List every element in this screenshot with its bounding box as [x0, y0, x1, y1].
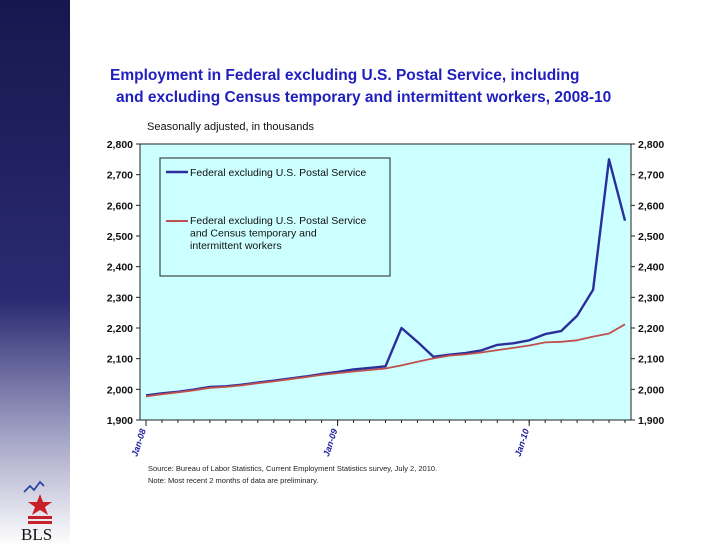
y-tick-label-right: 2,400 — [638, 262, 664, 274]
y-tick-label-left: 2,800 — [107, 139, 133, 151]
y-tick-label-right: 2,800 — [638, 139, 664, 151]
legend-label-series-2-line: and Census temporary and — [190, 228, 317, 240]
legend-box — [159, 157, 391, 277]
y-tick-label-right: 2,500 — [638, 231, 664, 243]
chart-title-line2: and excluding Census temporary and inter… — [116, 89, 612, 106]
y-tick-label-left: 2,400 — [107, 262, 133, 274]
y-tick-label-left: 2,100 — [107, 354, 133, 366]
y-tick-label-left: 2,700 — [107, 170, 133, 182]
y-tick-label-left: 2,500 — [107, 231, 133, 243]
y-tick-label-right: 2,700 — [638, 170, 664, 182]
chart-subtitle: Seasonally adjusted, in thousands — [147, 121, 314, 133]
y-tick-label-right: 2,600 — [638, 200, 664, 212]
line-chart: 1,900 1,900 2,000 2,000 2,100 2,100 2,200 2,200… — [107, 139, 665, 458]
legend-label-series-1: Federal excluding U.S. Postal Service — [190, 167, 366, 179]
y-tick-label-left: 2,300 — [107, 292, 133, 304]
y-tick-label-left: 2,600 — [107, 200, 133, 212]
chart-title: Employment in Federal excluding U.S. Pos… — [110, 65, 670, 109]
y-tick-label-left: 2,000 — [107, 384, 133, 396]
series-line-2 — [145, 323, 626, 398]
y-tick-label-left: 2,200 — [107, 323, 133, 335]
y-tick-label-right: 2,000 — [638, 384, 664, 396]
chart-title-line1: Employment in Federal excluding U.S. Pos… — [110, 67, 580, 84]
bls-logo-text: BLS — [21, 525, 52, 542]
bls-logo-icon: BLS — [21, 480, 52, 542]
left-accent-bar — [0, 0, 70, 546]
y-tick-label-right: 2,300 — [638, 292, 664, 304]
legend-label-series-2-line: Federal excluding U.S. Postal Service — [190, 215, 366, 227]
y-tick-label-right: 2,100 — [638, 354, 664, 366]
y-tick-label-left: 1,900 — [107, 415, 133, 427]
legend-label-series-2-line: intermittent workers — [190, 240, 282, 252]
x-tick-label: Jan-08 — [130, 428, 148, 458]
y-tick-label-right: 1,900 — [638, 415, 664, 427]
source-note: Source: Bureau of Labor Statistics, Curr… — [148, 464, 438, 473]
x-tick-label: Jan-10 — [513, 428, 531, 458]
x-tick-label: Jan-09 — [321, 428, 339, 458]
chart-notes: Source: Bureau of Labor Statistics, Curr… — [148, 463, 437, 487]
y-tick-label-right: 2,200 — [638, 323, 664, 335]
preliminary-note: Note: Most recent 2 months of data are p… — [148, 476, 319, 485]
